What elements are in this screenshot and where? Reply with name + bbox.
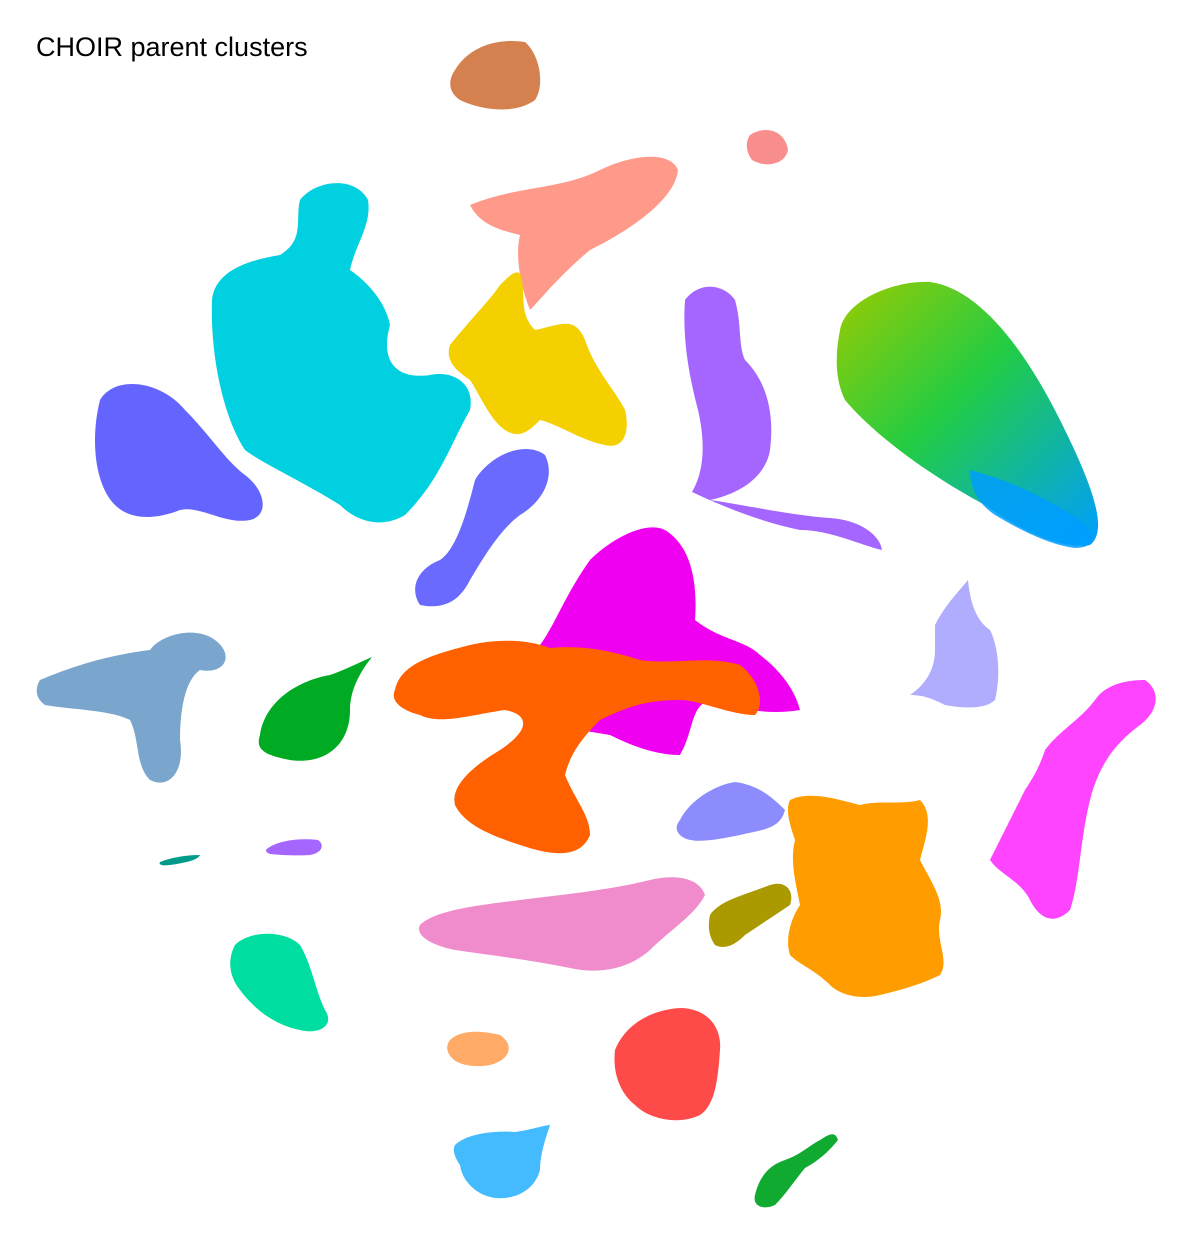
cluster-23 [614,1008,721,1121]
cluster-5 [448,272,627,446]
cluster-14 [393,640,760,854]
cluster-18 [787,795,944,997]
cluster-4 [211,183,471,523]
cluster-22 [447,1031,509,1067]
cluster-7 [836,281,1099,546]
cluster-6 [684,286,882,550]
cluster-12 [258,657,372,761]
cluster-26 [265,839,322,856]
chart-title: CHOIR parent clusters [36,32,308,62]
cluster-11 [36,632,226,783]
cluster-24 [453,1125,550,1199]
cluster-2 [470,156,678,310]
cluster-10 [415,449,549,607]
cluster-20 [419,877,705,971]
cluster-19 [708,883,792,947]
cluster-21 [230,933,329,1032]
cluster-8 [970,470,1093,548]
cluster-9 [95,383,263,521]
cluster-1 [450,40,541,110]
cluster-15 [910,580,999,708]
cluster-17 [676,782,785,841]
cluster-27 [159,855,200,866]
cluster-16 [990,680,1156,919]
cluster-25 [754,1134,838,1208]
cluster-3 [746,130,788,165]
